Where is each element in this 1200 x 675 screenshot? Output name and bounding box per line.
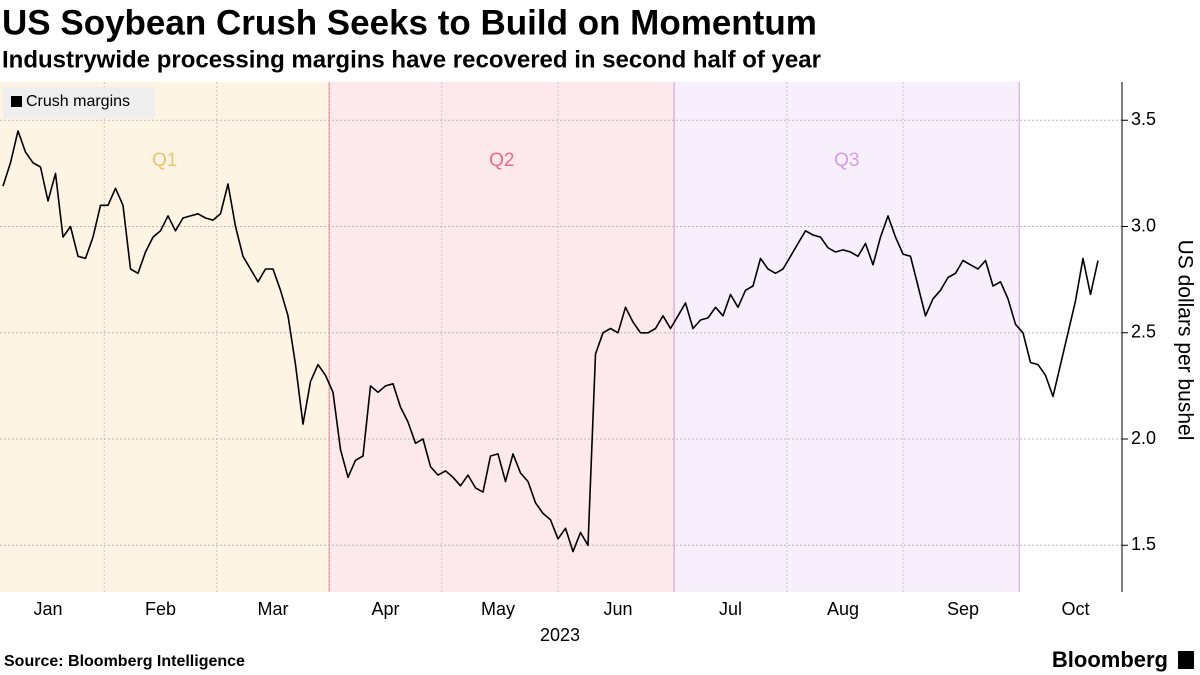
logo-icon	[1178, 651, 1194, 669]
x-tick-label: Jan	[33, 599, 62, 619]
quarter-band	[674, 82, 1020, 592]
series-line	[2, 130, 1099, 553]
y-tick-label: 3.0	[1131, 215, 1156, 235]
y-tick-label: 2.0	[1131, 428, 1156, 448]
x-tick-label: May	[481, 599, 515, 619]
y-tick-label: 1.5	[1131, 534, 1156, 554]
legend-label: Crush margins	[26, 93, 130, 110]
y-tick-label: 3.5	[1131, 109, 1156, 129]
x-tick-label: Oct	[1061, 599, 1089, 619]
y-axis-label: US dollars per bushel	[1173, 240, 1196, 441]
x-tick-label: Apr	[371, 599, 399, 619]
x-tick-label: Feb	[145, 599, 176, 619]
quarter-label: Q2	[489, 150, 514, 171]
quarter-label: Q1	[152, 150, 177, 171]
x-tick-label: Aug	[827, 599, 859, 619]
legend: Crush margins	[3, 87, 155, 118]
x-tick-label: Jul	[719, 599, 742, 619]
quarter-band	[329, 82, 675, 592]
x-tick-label: Mar	[258, 599, 289, 619]
quarter-band	[0, 82, 330, 592]
x-tick-label: Jun	[603, 599, 632, 619]
logo: Bloomberg	[1052, 647, 1168, 672]
legend-swatch	[11, 96, 22, 107]
x-axis-label: 2023	[540, 625, 580, 645]
y-tick-label: 2.5	[1131, 322, 1156, 342]
chart-subtitle: Industrywide processing margins have rec…	[2, 46, 821, 73]
legend-box	[3, 87, 155, 118]
x-tick-label: Sep	[947, 599, 979, 619]
plot-area: Q1 Q2 Q3 Jan Feb Mar Apr May Jun Jul Aug Sep Oct 1.5 2…	[0, 82, 1156, 619]
source-note: Source: Bloomberg Intelligence	[4, 653, 245, 670]
chart-title: US Soybean Crush Seeks to Build on Momen…	[2, 3, 817, 42]
quarter-label: Q3	[834, 150, 859, 171]
